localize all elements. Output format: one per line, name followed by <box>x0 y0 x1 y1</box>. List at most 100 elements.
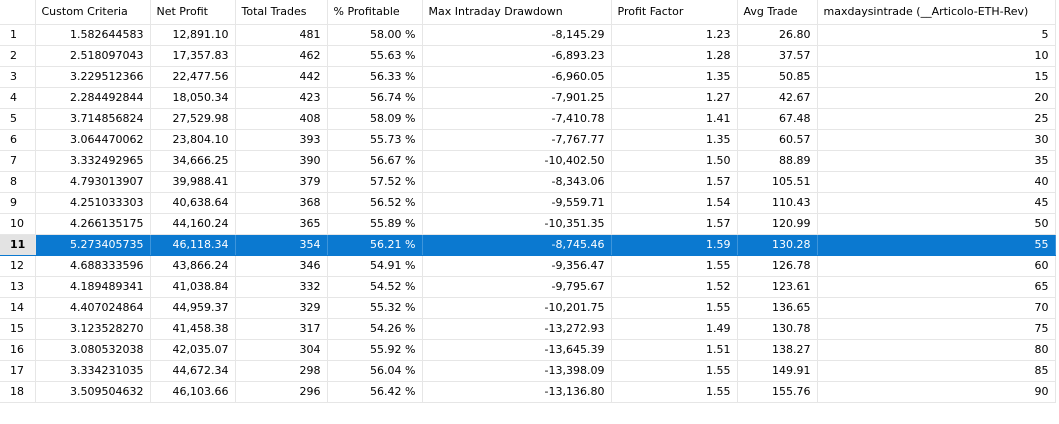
cell-custom-criteria[interactable]: 4.688333596 <box>35 255 151 277</box>
cell-maxdaysintrade[interactable]: 20 <box>817 87 1056 109</box>
cell-row-number[interactable]: 10 <box>0 213 36 235</box>
cell-net-profit[interactable]: 39,988.41 <box>150 171 236 193</box>
cell-total-trades[interactable]: 365 <box>235 213 328 235</box>
table-row[interactable]: 5 3.714856824 27,529.98 408 58.09 % -7,410.78… <box>0 108 1056 130</box>
cell-custom-criteria[interactable]: 3.509504632 <box>35 381 151 403</box>
cell-profit-factor[interactable]: 1.28 <box>611 45 738 67</box>
cell-maxdaysintrade[interactable]: 50 <box>817 213 1056 235</box>
cell-custom-criteria[interactable]: 4.407024864 <box>35 297 151 319</box>
cell-avg-trade[interactable]: 50.85 <box>737 66 818 88</box>
cell-maxdaysintrade[interactable]: 80 <box>817 339 1056 361</box>
cell-maxdaysintrade[interactable]: 30 <box>817 129 1056 151</box>
cell-total-trades[interactable]: 329 <box>235 297 328 319</box>
table-row[interactable]: 4 2.284492844 18,050.34 423 56.74 % -7,901.25… <box>0 87 1056 109</box>
cell-max-intraday-drawdown[interactable]: -13,136.80 <box>422 381 612 403</box>
cell-custom-criteria[interactable]: 2.518097043 <box>35 45 151 67</box>
cell-row-number[interactable]: 14 <box>0 297 36 319</box>
table-row[interactable]: 16 3.080532038 42,035.07 304 55.92 % -13,645.… <box>0 339 1056 361</box>
cell-max-intraday-drawdown[interactable]: -7,901.25 <box>422 87 612 109</box>
table-row[interactable]: 9 4.251033303 40,638.64 368 56.52 % -9,559.71… <box>0 192 1056 214</box>
cell-total-trades[interactable]: 481 <box>235 24 328 46</box>
cell-total-trades[interactable]: 393 <box>235 129 328 151</box>
cell-custom-criteria[interactable]: 2.284492844 <box>35 87 151 109</box>
cell-profit-factor[interactable]: 1.54 <box>611 192 738 214</box>
cell-row-number[interactable]: 5 <box>0 108 36 130</box>
cell-percent-profitable[interactable]: 55.89 % <box>327 213 423 235</box>
cell-maxdaysintrade[interactable]: 70 <box>817 297 1056 319</box>
cell-net-profit[interactable]: 42,035.07 <box>150 339 236 361</box>
cell-custom-criteria[interactable]: 1.582644583 <box>35 24 151 46</box>
cell-net-profit[interactable]: 44,672.34 <box>150 360 236 382</box>
cell-net-profit[interactable]: 40,638.64 <box>150 192 236 214</box>
cell-percent-profitable[interactable]: 57.52 % <box>327 171 423 193</box>
cell-row-number[interactable]: 1 <box>0 24 36 46</box>
cell-profit-factor[interactable]: 1.55 <box>611 255 738 277</box>
cell-profit-factor[interactable]: 1.51 <box>611 339 738 361</box>
cell-maxdaysintrade[interactable]: 65 <box>817 276 1056 298</box>
cell-avg-trade[interactable]: 123.61 <box>737 276 818 298</box>
cell-profit-factor[interactable]: 1.35 <box>611 66 738 88</box>
cell-avg-trade[interactable]: 42.67 <box>737 87 818 109</box>
cell-max-intraday-drawdown[interactable]: -9,795.67 <box>422 276 612 298</box>
cell-percent-profitable[interactable]: 58.09 % <box>327 108 423 130</box>
cell-max-intraday-drawdown[interactable]: -8,343.06 <box>422 171 612 193</box>
cell-net-profit[interactable]: 46,103.66 <box>150 381 236 403</box>
table-row[interactable]: 1 1.582644583 12,891.10 481 58.00 % -8,145.29… <box>0 24 1056 46</box>
cell-percent-profitable[interactable]: 55.92 % <box>327 339 423 361</box>
cell-max-intraday-drawdown[interactable]: -13,398.09 <box>422 360 612 382</box>
cell-net-profit[interactable]: 23,804.10 <box>150 129 236 151</box>
table-row[interactable]: 11 5.273405735 46,118.34 354 56.21 % -8,745.4… <box>0 234 1056 256</box>
cell-net-profit[interactable]: 17,357.83 <box>150 45 236 67</box>
cell-profit-factor[interactable]: 1.50 <box>611 150 738 172</box>
cell-avg-trade[interactable]: 60.57 <box>737 129 818 151</box>
cell-net-profit[interactable]: 22,477.56 <box>150 66 236 88</box>
cell-max-intraday-drawdown[interactable]: -10,201.75 <box>422 297 612 319</box>
cell-profit-factor[interactable]: 1.41 <box>611 108 738 130</box>
cell-percent-profitable[interactable]: 55.63 % <box>327 45 423 67</box>
cell-custom-criteria[interactable]: 4.793013907 <box>35 171 151 193</box>
cell-max-intraday-drawdown[interactable]: -10,351.35 <box>422 213 612 235</box>
cell-percent-profitable[interactable]: 56.74 % <box>327 87 423 109</box>
table-row[interactable]: 2 2.518097043 17,357.83 462 55.63 % -6,893.23… <box>0 45 1056 67</box>
cell-avg-trade[interactable]: 88.89 <box>737 150 818 172</box>
cell-net-profit[interactable]: 41,038.84 <box>150 276 236 298</box>
cell-profit-factor[interactable]: 1.57 <box>611 213 738 235</box>
cell-percent-profitable[interactable]: 55.32 % <box>327 297 423 319</box>
header-custom-criteria[interactable]: Custom Criteria <box>35 0 151 25</box>
cell-total-trades[interactable]: 354 <box>235 234 328 256</box>
cell-maxdaysintrade[interactable]: 90 <box>817 381 1056 403</box>
cell-max-intraday-drawdown[interactable]: -10,402.50 <box>422 150 612 172</box>
cell-net-profit[interactable]: 44,160.24 <box>150 213 236 235</box>
table-row[interactable]: 3 3.229512366 22,477.56 442 56.33 % -6,960.05… <box>0 66 1056 88</box>
cell-maxdaysintrade[interactable]: 10 <box>817 45 1056 67</box>
table-row[interactable]: 7 3.332492965 34,666.25 390 56.67 % -10,402.5… <box>0 150 1056 172</box>
cell-avg-trade[interactable]: 149.91 <box>737 360 818 382</box>
cell-custom-criteria[interactable]: 3.334231035 <box>35 360 151 382</box>
cell-avg-trade[interactable]: 120.99 <box>737 213 818 235</box>
cell-profit-factor[interactable]: 1.23 <box>611 24 738 46</box>
cell-total-trades[interactable]: 462 <box>235 45 328 67</box>
cell-total-trades[interactable]: 304 <box>235 339 328 361</box>
header-net-profit[interactable]: Net Profit <box>150 0 236 25</box>
table-row[interactable]: 12 4.688333596 43,866.24 346 54.91 % -9,356.4… <box>0 255 1056 277</box>
cell-net-profit[interactable]: 46,118.34 <box>150 234 236 256</box>
header-profit-factor[interactable]: Profit Factor <box>611 0 738 25</box>
cell-maxdaysintrade[interactable]: 15 <box>817 66 1056 88</box>
cell-row-number[interactable]: 7 <box>0 150 36 172</box>
cell-net-profit[interactable]: 43,866.24 <box>150 255 236 277</box>
cell-profit-factor[interactable]: 1.55 <box>611 381 738 403</box>
cell-profit-factor[interactable]: 1.59 <box>611 234 738 256</box>
cell-row-number[interactable]: 15 <box>0 318 36 340</box>
cell-percent-profitable[interactable]: 56.42 % <box>327 381 423 403</box>
cell-total-trades[interactable]: 442 <box>235 66 328 88</box>
cell-profit-factor[interactable]: 1.49 <box>611 318 738 340</box>
cell-net-profit[interactable]: 34,666.25 <box>150 150 236 172</box>
cell-profit-factor[interactable]: 1.55 <box>611 360 738 382</box>
cell-percent-profitable[interactable]: 54.52 % <box>327 276 423 298</box>
cell-avg-trade[interactable]: 67.48 <box>737 108 818 130</box>
cell-total-trades[interactable]: 368 <box>235 192 328 214</box>
header-row-number[interactable] <box>0 0 36 25</box>
cell-custom-criteria[interactable]: 3.229512366 <box>35 66 151 88</box>
cell-custom-criteria[interactable]: 5.273405735 <box>35 234 151 256</box>
cell-avg-trade[interactable]: 138.27 <box>737 339 818 361</box>
